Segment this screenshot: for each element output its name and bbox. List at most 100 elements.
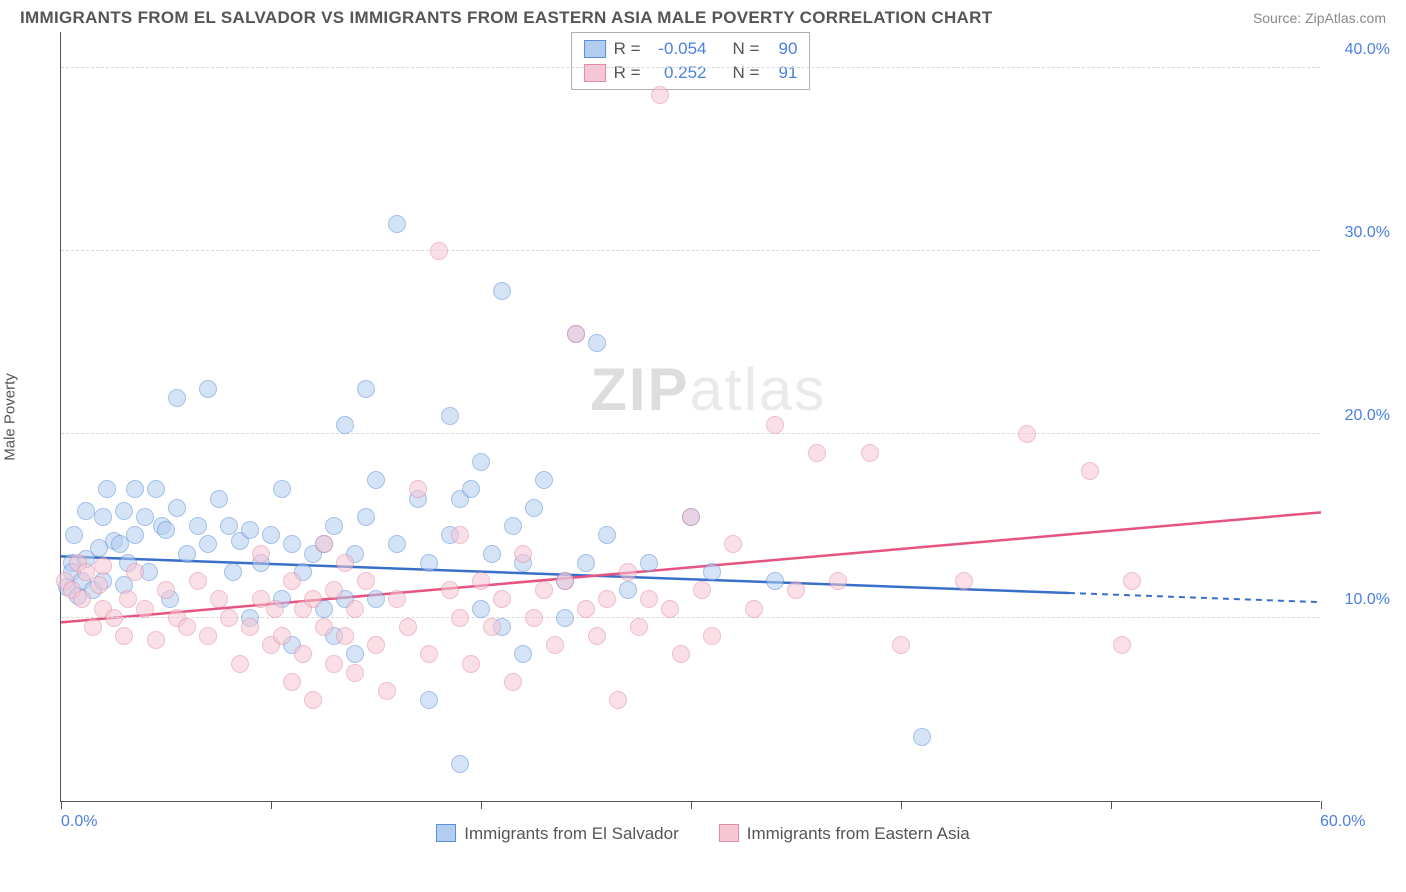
data-point [472, 572, 490, 590]
data-point [1123, 572, 1141, 590]
data-point [766, 416, 784, 434]
x-tick [1111, 801, 1112, 809]
data-point [189, 517, 207, 535]
data-point [672, 645, 690, 663]
data-point [178, 545, 196, 563]
data-point [210, 490, 228, 508]
data-point [367, 636, 385, 654]
data-point [220, 609, 238, 627]
legend-n-value: 90 [767, 37, 797, 61]
data-point [577, 554, 595, 572]
x-tick [61, 801, 62, 809]
data-point [525, 499, 543, 517]
gridline [61, 67, 1320, 68]
data-point [241, 618, 259, 636]
data-point [273, 627, 291, 645]
series-legend: Immigrants from El Salvador Immigrants fr… [0, 824, 1406, 844]
data-point [493, 282, 511, 300]
data-point [399, 618, 417, 636]
data-point [294, 645, 312, 663]
data-point [588, 627, 606, 645]
data-point [892, 636, 910, 654]
data-point [105, 609, 123, 627]
chart-title: IMMIGRANTS FROM EL SALVADOR VS IMMIGRANT… [20, 8, 992, 28]
data-point [336, 627, 354, 645]
data-point [514, 545, 532, 563]
data-point [451, 526, 469, 544]
data-point [493, 590, 511, 608]
gridline [61, 433, 1320, 434]
y-tick-label: 40.0% [1330, 41, 1390, 59]
data-point [189, 572, 207, 590]
data-point [357, 572, 375, 590]
data-point [703, 563, 721, 581]
data-point [357, 380, 375, 398]
data-point [588, 334, 606, 352]
data-point [65, 526, 83, 544]
data-point [808, 444, 826, 462]
data-point [462, 480, 480, 498]
data-point [119, 590, 137, 608]
data-point [388, 535, 406, 553]
legend-swatch [719, 824, 739, 842]
data-point [136, 508, 154, 526]
legend-r-label: R = [614, 37, 641, 61]
y-axis-label: Male Poverty [2, 373, 19, 461]
data-point [651, 86, 669, 104]
data-point [252, 545, 270, 563]
data-point [241, 521, 259, 539]
data-point [73, 590, 91, 608]
data-point [224, 563, 242, 581]
data-point [630, 618, 648, 636]
data-point [556, 609, 574, 627]
legend-r-label: R = [614, 61, 641, 85]
data-point [472, 600, 490, 618]
data-point [84, 618, 102, 636]
data-point [724, 535, 742, 553]
data-point [325, 517, 343, 535]
data-point [409, 480, 427, 498]
data-point [283, 673, 301, 691]
data-point [535, 581, 553, 599]
data-point [304, 590, 322, 608]
data-point [346, 600, 364, 618]
data-point [441, 407, 459, 425]
data-point [378, 682, 396, 700]
data-point [1081, 462, 1099, 480]
y-tick-label: 20.0% [1330, 407, 1390, 425]
data-point [420, 554, 438, 572]
legend-item: Immigrants from Eastern Asia [719, 824, 970, 844]
data-point [420, 691, 438, 709]
data-point [766, 572, 784, 590]
data-point [283, 535, 301, 553]
data-point [325, 655, 343, 673]
data-point [441, 581, 459, 599]
data-point [787, 581, 805, 599]
data-point [483, 618, 501, 636]
legend-label: Immigrants from Eastern Asia [747, 824, 970, 843]
data-point [199, 380, 217, 398]
data-point [199, 535, 217, 553]
data-point [430, 242, 448, 260]
data-point [1113, 636, 1131, 654]
data-point [273, 480, 291, 498]
data-point [462, 655, 480, 673]
x-tick [1321, 801, 1322, 809]
data-point [420, 645, 438, 663]
data-point [514, 645, 532, 663]
legend-item: Immigrants from El Salvador [436, 824, 678, 844]
data-point [210, 590, 228, 608]
y-tick-label: 30.0% [1330, 224, 1390, 242]
x-tick-label: 0.0% [61, 813, 97, 831]
y-tick-label: 10.0% [1330, 591, 1390, 609]
data-point [829, 572, 847, 590]
trend-lines [61, 32, 1321, 802]
data-point [861, 444, 879, 462]
gridline [61, 250, 1320, 251]
data-point [598, 590, 616, 608]
data-point [640, 590, 658, 608]
data-point [598, 526, 616, 544]
data-point [94, 508, 112, 526]
data-point [504, 673, 522, 691]
data-point [388, 590, 406, 608]
